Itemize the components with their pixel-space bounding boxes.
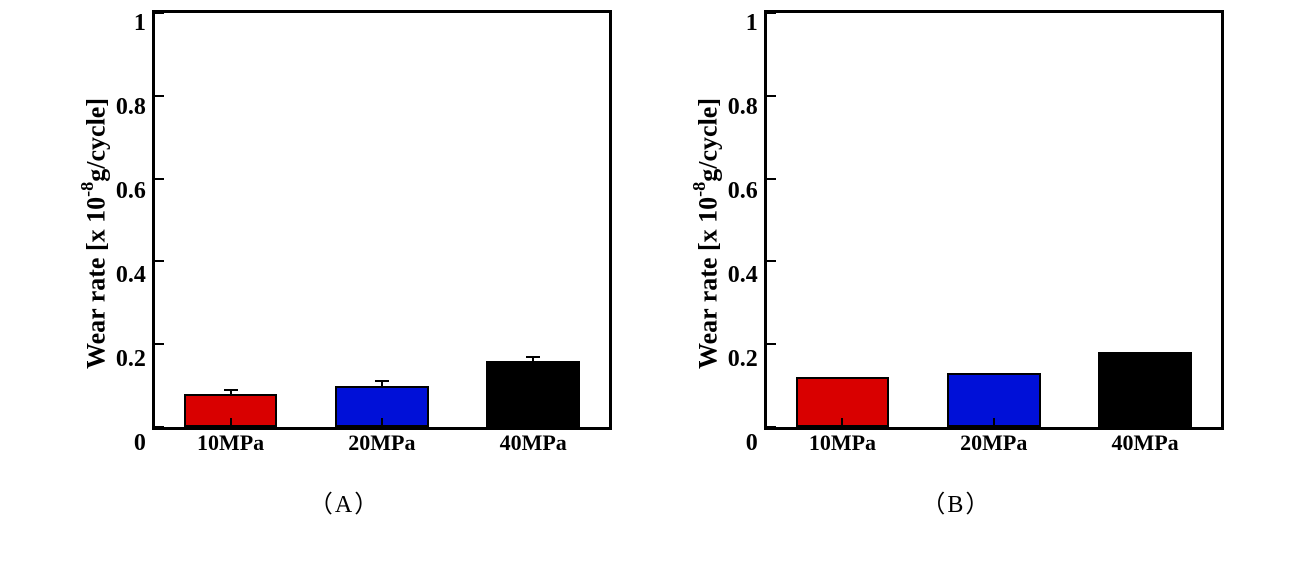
plot-frame bbox=[764, 10, 1224, 430]
y-tick-mark bbox=[767, 260, 776, 262]
errorbar-cap bbox=[224, 389, 238, 391]
x-tick-label: 40MPa bbox=[1069, 430, 1220, 456]
y-axis-label: Wear rate [x 10-8g/cycle] bbox=[77, 98, 112, 369]
plot-column: 10MPa20MPa40MPa bbox=[152, 10, 612, 456]
x-tick-label: 10MPa bbox=[155, 430, 306, 456]
y-tick-mark bbox=[767, 343, 776, 345]
plot-frame bbox=[152, 10, 612, 430]
x-tick-label: 10MPa bbox=[767, 430, 918, 456]
y-ticks: 10.80.60.40.20 bbox=[728, 23, 764, 443]
y-tick-mark bbox=[155, 12, 164, 14]
y-tick-mark bbox=[155, 95, 164, 97]
x-tick-mark bbox=[841, 418, 843, 427]
y-tick-mark bbox=[155, 343, 164, 345]
y-tick-mark bbox=[155, 426, 164, 428]
y-tick-mark bbox=[155, 178, 164, 180]
bar-40MPa bbox=[1098, 352, 1192, 427]
y-tick-mark bbox=[767, 12, 776, 14]
x-tick-mark bbox=[381, 418, 383, 427]
plot-column: 10MPa20MPa40MPa bbox=[764, 10, 1224, 456]
x-tick-label: 20MPa bbox=[306, 430, 457, 456]
x-tick-label: 20MPa bbox=[918, 430, 1069, 456]
y-tick-mark bbox=[155, 260, 164, 262]
panel-label: （B） bbox=[921, 484, 991, 519]
chart-row: Wear rate [x 10-8g/cycle]10.80.60.40.201… bbox=[689, 10, 1224, 456]
panel-label: （A） bbox=[309, 484, 380, 519]
x-ticks: 10MPa20MPa40MPa bbox=[152, 430, 612, 456]
x-tick-mark bbox=[993, 418, 995, 427]
chart-row: Wear rate [x 10-8g/cycle]10.80.60.40.201… bbox=[77, 10, 612, 456]
chart-panel-B: Wear rate [x 10-8g/cycle]10.80.60.40.201… bbox=[689, 10, 1224, 519]
plot-area bbox=[155, 13, 609, 427]
x-tick-label: 40MPa bbox=[458, 430, 609, 456]
figure-root: Wear rate [x 10-8g/cycle]10.80.60.40.201… bbox=[0, 0, 1301, 564]
y-ticks: 10.80.60.40.20 bbox=[116, 23, 152, 443]
y-tick-mark bbox=[767, 95, 776, 97]
x-tick-mark bbox=[1144, 418, 1146, 427]
errorbar-cap bbox=[375, 380, 389, 382]
x-tick-mark bbox=[532, 418, 534, 427]
y-tick-mark bbox=[767, 426, 776, 428]
plot-area bbox=[767, 13, 1221, 427]
y-axis-label: Wear rate [x 10-8g/cycle] bbox=[689, 98, 724, 369]
x-ticks: 10MPa20MPa40MPa bbox=[764, 430, 1224, 456]
y-tick-mark bbox=[767, 178, 776, 180]
errorbar-cap bbox=[526, 356, 540, 358]
x-tick-mark bbox=[230, 418, 232, 427]
chart-panel-A: Wear rate [x 10-8g/cycle]10.80.60.40.201… bbox=[77, 10, 612, 519]
